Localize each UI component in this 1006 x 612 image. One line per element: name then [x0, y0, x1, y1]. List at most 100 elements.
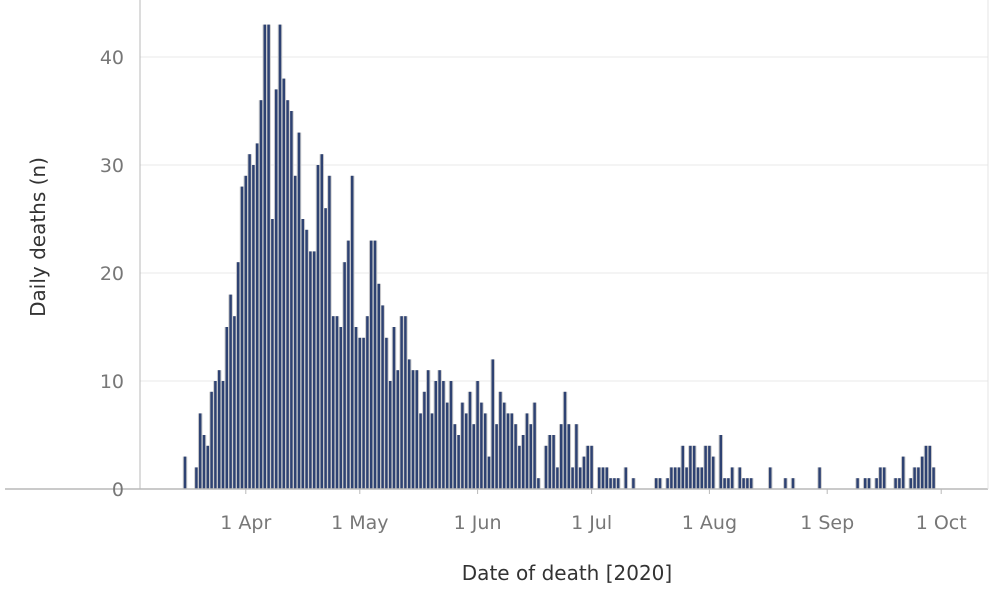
bar	[692, 445, 696, 489]
bar	[369, 240, 373, 489]
x-tick-label: 1 Oct	[916, 512, 967, 534]
bar	[271, 219, 274, 489]
bar	[575, 424, 578, 489]
bar	[730, 467, 734, 489]
bar	[559, 424, 563, 489]
x-tick-label: 1 Jun	[454, 512, 502, 534]
bar	[385, 337, 388, 489]
bar	[214, 381, 217, 489]
bar	[613, 478, 616, 489]
bar	[556, 467, 559, 489]
bar	[358, 337, 362, 489]
bar	[863, 478, 867, 489]
bar	[442, 381, 445, 489]
bar	[518, 445, 521, 489]
bar	[567, 424, 571, 489]
bar-series	[182, 24, 936, 490]
bar	[381, 305, 384, 489]
x-tick-label: 1 Jul	[571, 512, 612, 534]
bar	[924, 445, 928, 489]
bar	[430, 413, 434, 489]
bar	[882, 467, 886, 489]
bar	[221, 381, 225, 489]
y-tick-label: 0	[112, 479, 124, 501]
bar	[666, 478, 669, 489]
bar	[343, 262, 346, 489]
bar	[597, 467, 601, 489]
x-axis-title: Date of death [2020]	[462, 561, 672, 585]
bar	[331, 316, 335, 489]
bar	[499, 391, 502, 489]
bar	[544, 445, 548, 489]
bar	[586, 445, 590, 489]
bar	[563, 391, 567, 489]
bar	[263, 24, 267, 489]
bar	[677, 467, 681, 489]
bar	[704, 445, 707, 489]
bar	[240, 186, 244, 489]
bar	[601, 467, 605, 489]
bar	[746, 478, 749, 489]
bar	[404, 316, 407, 489]
bar	[529, 424, 533, 489]
bar	[274, 89, 278, 490]
bar	[293, 175, 297, 490]
bar	[290, 111, 293, 489]
bar	[552, 435, 555, 489]
bar	[673, 467, 677, 489]
bar	[449, 381, 453, 489]
bar	[510, 413, 514, 489]
bar	[867, 478, 871, 489]
bar	[366, 316, 369, 489]
bar	[879, 467, 882, 489]
bar	[487, 456, 491, 489]
bar	[312, 251, 316, 489]
bar	[324, 208, 327, 489]
x-tick-label: 1 Apr	[220, 512, 271, 534]
y-axis-title: Daily deaths (n)	[26, 157, 50, 317]
bar	[255, 143, 259, 489]
y-tick-label: 30	[100, 155, 124, 177]
bar	[248, 154, 251, 489]
bar	[377, 283, 381, 489]
bar	[202, 435, 206, 489]
bar	[252, 165, 255, 489]
bar	[506, 413, 510, 489]
bar	[392, 327, 396, 489]
bar	[502, 402, 506, 489]
x-tick-labels: 1 Apr 1 May 1 Jun 1 Jul 1 Aug 1 Sep 1 Oct	[220, 489, 967, 534]
bar	[400, 316, 403, 489]
bar	[305, 229, 308, 490]
y-tick-label: 20	[100, 263, 124, 285]
bar	[681, 445, 685, 489]
bar	[742, 478, 745, 489]
bar	[920, 456, 924, 489]
bar	[708, 445, 711, 489]
bar	[347, 240, 350, 489]
bar	[309, 251, 312, 489]
bar	[339, 327, 343, 489]
bar	[396, 370, 400, 489]
bar	[590, 445, 593, 489]
bar	[738, 467, 742, 489]
bar	[183, 456, 187, 489]
bar	[476, 381, 479, 489]
bar	[244, 175, 248, 490]
bar	[445, 402, 449, 489]
bar	[233, 316, 236, 489]
bar	[609, 478, 612, 489]
bar	[195, 467, 198, 489]
bar	[571, 467, 574, 489]
bar	[301, 219, 305, 489]
axes	[5, 0, 989, 490]
bar	[350, 175, 354, 490]
bar	[495, 424, 498, 489]
bar	[582, 456, 586, 489]
bar	[670, 467, 673, 489]
bar	[225, 327, 229, 489]
bar	[768, 467, 772, 489]
bar	[335, 316, 339, 489]
bar	[411, 370, 415, 489]
bar	[894, 478, 897, 489]
